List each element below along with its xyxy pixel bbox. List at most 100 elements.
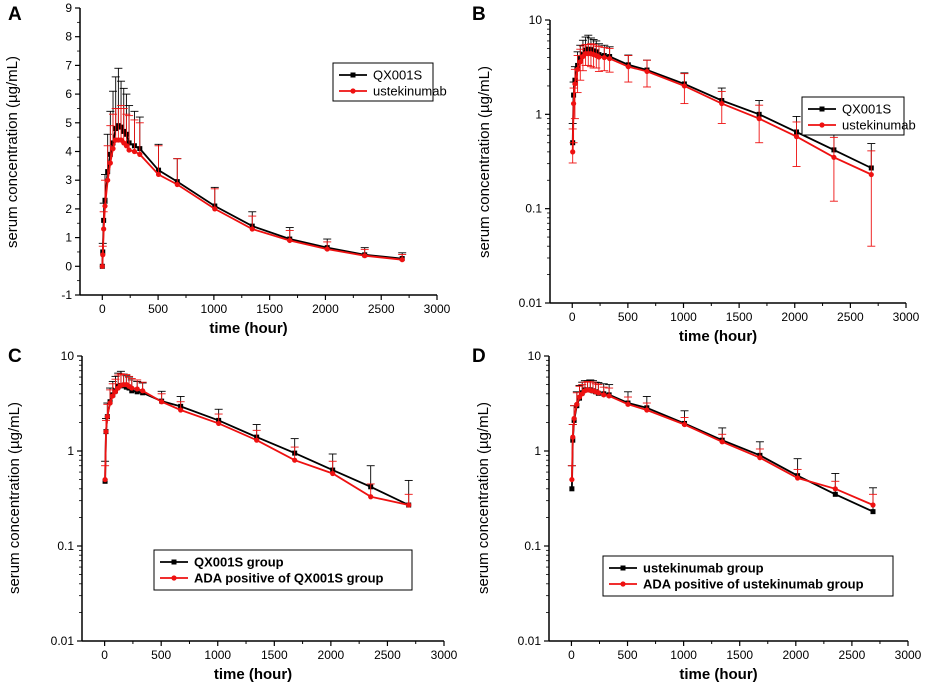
data-point: [601, 392, 607, 398]
y-tick-label: 10: [528, 349, 542, 363]
y-axis-title: serum concentration (µg/mL): [6, 402, 23, 594]
series-red: [568, 43, 876, 247]
data-point: [625, 401, 631, 407]
legend-marker: [350, 72, 356, 78]
data-point: [123, 143, 130, 149]
x-tick-label: 1000: [204, 648, 231, 662]
x-tick-label: 0: [568, 648, 575, 662]
x-tick-label: 2000: [312, 302, 339, 316]
legend-label: QX001S group: [194, 555, 284, 570]
y-tick-label: 0.01: [519, 296, 543, 310]
data-point: [795, 475, 801, 481]
data-point: [126, 147, 132, 153]
y-tick-label: 8: [65, 30, 72, 44]
data-point: [178, 407, 184, 413]
data-point: [112, 389, 119, 395]
legend-label: ustekinumab group: [643, 561, 764, 576]
data-point: [362, 253, 368, 259]
x-tick-label: 500: [618, 648, 638, 662]
data-point: [570, 434, 576, 440]
panel-letter: A: [8, 4, 22, 25]
x-tick-label: 500: [618, 310, 638, 324]
y-tick-label: 1: [535, 107, 542, 121]
data-point: [107, 160, 113, 166]
data-point: [571, 415, 577, 422]
data-point: [134, 389, 140, 395]
y-tick-label: 0.01: [518, 634, 542, 648]
x-axis-title: time (hour): [214, 666, 292, 683]
data-point: [870, 502, 876, 508]
x-axis-title: time (hour): [209, 320, 287, 337]
data-point: [719, 100, 725, 107]
x-tick-label: 0: [99, 302, 106, 316]
x-tick-label: 1000: [201, 302, 228, 316]
legend-marker: [819, 122, 825, 128]
y-tick-label: 6: [65, 87, 72, 101]
x-tick-label: 1000: [670, 648, 697, 662]
legend-label: ADA positive of QX001S group: [194, 571, 384, 586]
y-tick-label: 7: [65, 58, 72, 72]
x-tick-label: 0: [569, 310, 576, 324]
data-point: [595, 390, 601, 396]
x-tick-label: 2000: [318, 648, 345, 662]
legend-marker: [350, 88, 356, 94]
x-tick-label: 1500: [726, 310, 753, 324]
legend-box: [153, 549, 413, 591]
data-point: [574, 66, 581, 72]
panel-letter: D: [472, 346, 486, 367]
data-point: [249, 226, 255, 232]
x-tick-label: 500: [151, 648, 171, 662]
series-red: [567, 380, 877, 508]
panel-letter: C: [8, 346, 22, 367]
data-point: [110, 393, 116, 399]
panel-b: B 0 500 1000 1500 2000 2500 3000 0.01 0.1 1 10 time …: [472, 4, 920, 345]
y-tick-label: 10: [61, 349, 75, 363]
data-point: [574, 401, 580, 407]
y-tick-label: 1: [67, 444, 74, 458]
data-point: [793, 134, 800, 140]
data-point: [134, 386, 140, 392]
data-point: [254, 437, 260, 443]
legend-label: ustekinumab: [373, 84, 447, 99]
data-point: [607, 55, 613, 62]
y-tick-label: 2: [65, 202, 72, 216]
legend-label: QX001S: [842, 102, 891, 117]
data-point: [870, 509, 876, 515]
series-line: [101, 139, 403, 267]
y-axis-title: serum concentration (µg/mL): [4, 56, 21, 248]
data-point: [577, 59, 583, 65]
data-point: [569, 486, 575, 492]
legend-label: ustekinumab: [842, 118, 916, 133]
legend-marker: [171, 575, 177, 581]
data-point: [129, 385, 135, 391]
data-point: [105, 177, 111, 183]
data-point: [625, 64, 631, 70]
data-point: [596, 54, 602, 60]
panel-c: C 0 500 1000 1500 2000 2500 3000 0.01 0.1 1 10 time …: [6, 346, 458, 683]
x-tick-label: 2500: [837, 310, 864, 324]
data-point: [719, 439, 725, 445]
x-tick-label: 0: [101, 648, 108, 662]
y-tick-label: 4: [65, 145, 72, 159]
series-line: [571, 388, 874, 506]
legend-marker: [171, 559, 177, 565]
data-point: [131, 148, 138, 155]
data-point: [216, 420, 222, 427]
data-point: [644, 68, 650, 75]
x-tick-label: 2000: [782, 648, 809, 662]
y-tick-label: 0.01: [51, 634, 75, 648]
y-tick-label: 1: [534, 444, 541, 458]
y-axis-title: serum concentration (µg/mL): [475, 402, 492, 594]
data-point: [292, 457, 298, 463]
legend-label: QX001S: [373, 68, 422, 83]
y-tick-label: 1: [65, 231, 72, 245]
x-tick-label: 500: [148, 302, 168, 316]
y-tick-label: 0: [65, 259, 72, 273]
data-point: [832, 486, 838, 492]
panel-a: A 0 500 1000 1500 2000 2500 3000 -1 0 1 2 3 4 5 6 7 8 9 tim…: [4, 1, 451, 337]
y-tick-label: 0.1: [525, 202, 542, 216]
x-tick-label: 3000: [893, 310, 920, 324]
data-point: [570, 100, 577, 107]
x-axis-title: time (hour): [679, 666, 757, 683]
x-tick-label: 1000: [670, 310, 697, 324]
